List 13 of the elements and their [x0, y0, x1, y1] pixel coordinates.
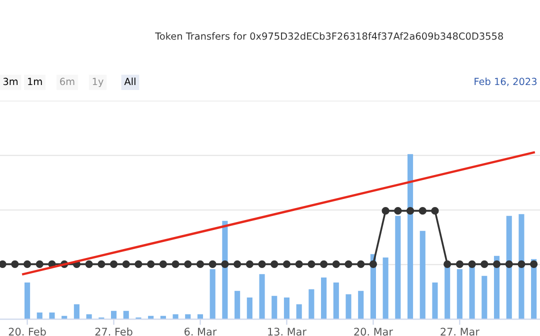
chart-title: Token Transfers for 0x975D32dECb3F26318f4f37Af2a609b348C0D3558 — [155, 32, 503, 40]
x-tick-label: 27. Mar — [440, 328, 480, 336]
text: 1y — [92, 78, 104, 88]
text: 1m — [28, 78, 42, 86]
x-tick-label: 13. Mar — [268, 328, 306, 336]
text: 6m — [60, 78, 74, 86]
text: Feb 16, 2023 — [474, 78, 537, 86]
x-tick-label: 20. Feb — [8, 328, 46, 336]
x-tick-label: 27. Feb — [95, 328, 132, 336]
text: All — [124, 78, 136, 86]
x-tick-label: 20. Mar — [354, 328, 393, 336]
x-tick-label: 6. Mar — [184, 328, 217, 336]
text: 3m — [3, 78, 18, 86]
